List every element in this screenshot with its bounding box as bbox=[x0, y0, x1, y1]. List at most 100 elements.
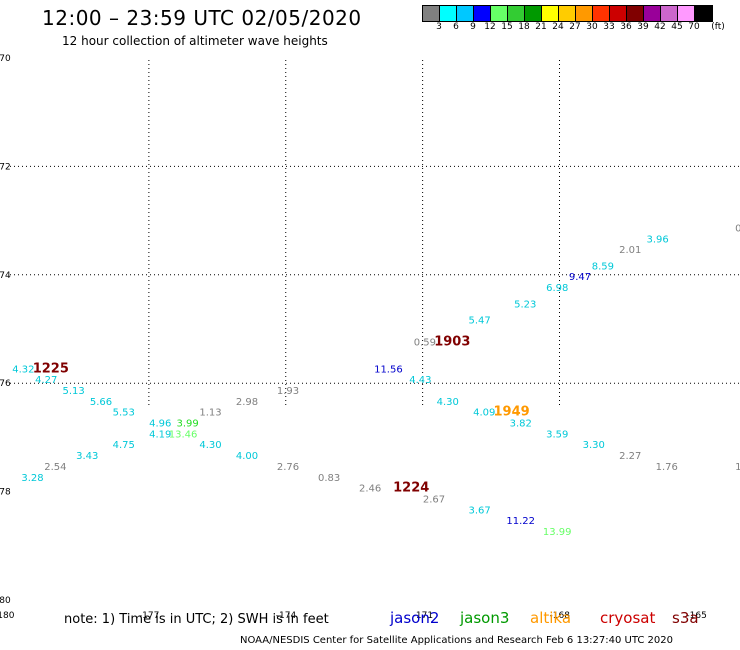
wave-height-value: 2.46 bbox=[359, 484, 381, 495]
map-title: 12:00 – 23:59 UTC 02/05/2020 bbox=[42, 6, 362, 30]
wave-height-value: 4.19 bbox=[149, 429, 171, 440]
longitude-label: -174 bbox=[276, 611, 297, 621]
wave-height-value: 4.27 bbox=[35, 375, 57, 386]
wave-height-value: 3.82 bbox=[510, 419, 532, 430]
color-swatch bbox=[593, 6, 610, 21]
wave-height-value: 0.59 bbox=[414, 337, 436, 348]
legend-item-jason2: jason2 bbox=[390, 609, 440, 627]
wave-height-value: 5.47 bbox=[469, 316, 491, 327]
wave-height-value: 11.22 bbox=[506, 516, 535, 527]
wave-height-value: 4.09 bbox=[473, 408, 495, 419]
longitude-label: -171 bbox=[413, 611, 433, 621]
color-swatch bbox=[508, 6, 525, 21]
color-swatch bbox=[474, 6, 491, 21]
color-scale-label: 3 bbox=[436, 22, 442, 32]
latitude-label: -70 bbox=[0, 54, 11, 64]
legend-item-jason3: jason3 bbox=[460, 609, 510, 627]
color-swatch bbox=[661, 6, 678, 21]
credit-footer: NOAA/NESDIS Center for Satellite Applica… bbox=[240, 635, 673, 646]
wave-height-value: 3.67 bbox=[469, 505, 491, 516]
legend-item-altika: altika bbox=[530, 609, 572, 627]
wave-height-value: 1.13 bbox=[199, 408, 221, 419]
wave-height-value: 2.67 bbox=[423, 494, 445, 505]
latitude-label: -78 bbox=[0, 488, 11, 498]
color-scale-label: 42 bbox=[654, 22, 666, 32]
wave-height-value: 4.96 bbox=[149, 419, 171, 430]
wave-height-value: 2.76 bbox=[277, 462, 299, 473]
color-scale-label: 39 bbox=[637, 22, 649, 32]
latitude-label: -76 bbox=[0, 379, 11, 389]
color-scale-label: 27 bbox=[569, 22, 581, 32]
longitude-label: -177 bbox=[139, 611, 159, 621]
wave-height-value: 4.43 bbox=[409, 375, 431, 386]
wave-height-value: 5.13 bbox=[62, 386, 84, 397]
wave-height-value: 1.93 bbox=[277, 386, 299, 397]
wave-height-value: 4.75 bbox=[113, 440, 135, 451]
color-scale-label: 6 bbox=[453, 22, 459, 32]
color-scale-label: 21 bbox=[535, 22, 547, 32]
map-note: note: 1) Time is in UTC; 2) SWH is in fe… bbox=[64, 612, 329, 627]
pass-time-label: 1903 bbox=[434, 334, 470, 349]
color-scale-label: 33 bbox=[603, 22, 615, 32]
longitude-label: -165 bbox=[686, 611, 706, 621]
color-swatch bbox=[440, 6, 457, 21]
wave-height-value: 6.98 bbox=[546, 283, 568, 294]
color-scale-label: 15 bbox=[501, 22, 513, 32]
wave-height-value: 5.66 bbox=[90, 397, 112, 408]
color-scale-label: 36 bbox=[620, 22, 632, 32]
longitude-label: -180 bbox=[0, 611, 15, 621]
wave-height-value: 8.59 bbox=[592, 261, 614, 272]
color-swatch bbox=[644, 6, 661, 21]
wave-height-value: 3.99 bbox=[177, 419, 199, 430]
wave-height-value: 5.53 bbox=[113, 408, 135, 419]
wave-height-value: 3.96 bbox=[646, 234, 668, 245]
color-swatch bbox=[695, 6, 712, 21]
wave-height-value: 4.00 bbox=[236, 451, 258, 462]
color-scale-unit: (ft) bbox=[711, 22, 725, 32]
color-scale-label: 18 bbox=[518, 22, 530, 32]
color-scale-label: 24 bbox=[552, 22, 564, 32]
color-swatch bbox=[525, 6, 542, 21]
wave-height-value: 9.47 bbox=[569, 272, 591, 283]
longitude-label: -168 bbox=[550, 611, 571, 621]
pass-time-label: 1224 bbox=[393, 481, 429, 496]
color-swatch bbox=[457, 6, 474, 21]
wave-height-value: 4.32 bbox=[12, 364, 34, 375]
wave-height-value: 0 bbox=[735, 223, 740, 234]
wave-height-value: 13.46 bbox=[169, 429, 198, 440]
color-scale-label: 30 bbox=[586, 22, 598, 32]
pass-time-label: 1225 bbox=[33, 361, 69, 376]
wave-height-value: 3.30 bbox=[583, 440, 605, 451]
wave-height-value: 3.28 bbox=[21, 473, 43, 484]
wave-height-value: 2.54 bbox=[44, 462, 66, 473]
color-scale-label: 9 bbox=[470, 22, 476, 32]
legend-item-s3a: s3a bbox=[672, 609, 699, 627]
color-swatch bbox=[542, 6, 559, 21]
color-swatch bbox=[627, 6, 644, 21]
wave-height-value: 3.59 bbox=[546, 429, 568, 440]
color-scale-label: 12 bbox=[484, 22, 496, 32]
wave-height-value: 0.83 bbox=[318, 473, 340, 484]
wave-height-value: 2.01 bbox=[619, 245, 641, 256]
wave-height-value: 1. bbox=[735, 462, 740, 473]
wave-height-value: 1.76 bbox=[656, 462, 678, 473]
wave-height-value: 3.43 bbox=[76, 451, 98, 462]
wave-height-value: 5.23 bbox=[514, 299, 536, 310]
wave-height-value: 2.27 bbox=[619, 451, 641, 462]
color-swatch bbox=[678, 6, 695, 21]
wave-height-value: 4.30 bbox=[437, 397, 459, 408]
wave-height-value: 13.99 bbox=[543, 527, 572, 538]
color-swatch bbox=[610, 6, 627, 21]
color-swatch bbox=[559, 6, 576, 21]
color-scale-bar bbox=[422, 5, 713, 22]
color-swatch bbox=[491, 6, 508, 21]
color-swatch bbox=[576, 6, 593, 21]
wave-height-value: 2.98 bbox=[236, 397, 258, 408]
latitude-label: -72 bbox=[0, 162, 11, 172]
latitude-label: -80 bbox=[0, 596, 11, 606]
wave-height-value: 11.56 bbox=[374, 364, 403, 375]
pass-time-label: 1949 bbox=[494, 405, 530, 420]
color-scale-label: 70 bbox=[688, 22, 700, 32]
wave-height-value: 4.30 bbox=[199, 440, 221, 451]
